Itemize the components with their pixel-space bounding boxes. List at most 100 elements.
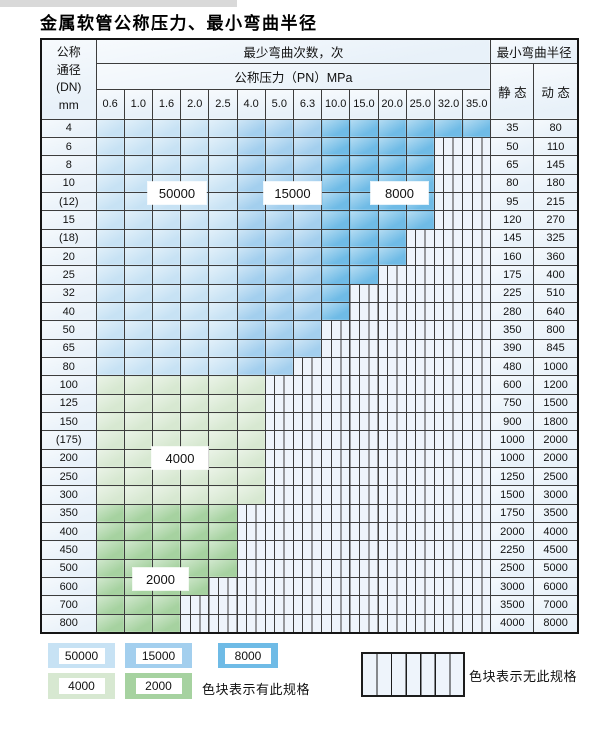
spec-available-cell xyxy=(321,228,351,248)
spec-unavailable-cell xyxy=(405,338,435,358)
spec-unavailable-cell xyxy=(405,613,435,634)
spec-available-cell xyxy=(321,173,351,193)
pressure-column-header: 25.0 xyxy=(405,88,435,120)
dn-cell: 300 xyxy=(40,485,97,505)
spec-available-cell xyxy=(349,136,379,157)
static-value-cell: 3500 xyxy=(490,595,535,615)
spec-unavailable-cell xyxy=(462,228,492,248)
spec-unavailable-cell xyxy=(433,320,464,340)
spec-available-cell xyxy=(236,467,266,487)
spec-available-cell xyxy=(236,338,266,358)
spec-unavailable-cell xyxy=(236,613,266,634)
spec-unavailable-cell xyxy=(405,375,435,395)
spec-available-cell xyxy=(123,522,153,542)
dn-cell: 15 xyxy=(40,210,97,230)
dynamic-value-cell: 5000 xyxy=(533,558,579,579)
spec-unavailable-cell xyxy=(405,503,435,524)
cycle-label-2000: 2000 xyxy=(133,568,188,590)
spec-unavailable-cell xyxy=(462,522,492,542)
dn-cell: 20 xyxy=(40,246,97,267)
table-row: 600 3000 6000 xyxy=(40,577,579,597)
dynamic-value-cell: 110 xyxy=(533,136,579,157)
dn-cell: 200 xyxy=(40,448,97,469)
cycle-label-4000: 4000 xyxy=(152,447,208,469)
spec-unavailable-cell xyxy=(377,265,407,285)
spec-unavailable-cell xyxy=(349,540,379,560)
spec-available-cell xyxy=(151,246,182,267)
dn-header-cell: 公称 通径 (DN) mm xyxy=(40,38,97,120)
spec-unavailable-cell xyxy=(377,577,407,597)
spec-available-cell xyxy=(208,136,238,157)
spec-unavailable-cell xyxy=(433,356,464,377)
table-row: 300 1500 3000 xyxy=(40,485,579,505)
spec-unavailable-cell xyxy=(405,540,435,560)
dn-cell: (12) xyxy=(40,191,97,212)
spec-available-cell xyxy=(151,320,182,340)
spec-unavailable-cell xyxy=(321,375,351,395)
dn-cell: (175) xyxy=(40,430,97,450)
spec-unavailable-cell xyxy=(462,356,492,377)
spec-unavailable-cell xyxy=(377,613,407,634)
spec-unavailable-cell xyxy=(433,265,464,285)
spec-available-cell xyxy=(208,228,238,248)
spec-unavailable-cell xyxy=(433,173,464,193)
spec-available-cell xyxy=(349,228,379,248)
spec-available-cell xyxy=(95,265,125,285)
legend-no-spec-text: 色块表示无此规格 xyxy=(469,669,578,684)
spec-available-cell xyxy=(377,155,407,175)
spec-unavailable-cell xyxy=(349,558,379,579)
spec-available-cell xyxy=(236,375,266,395)
spec-unavailable-cell xyxy=(292,393,323,414)
spec-unavailable-cell xyxy=(462,155,492,175)
spec-available-cell xyxy=(405,118,435,138)
spec-unavailable-cell xyxy=(292,411,323,432)
static-value-cell: 65 xyxy=(490,155,535,175)
spec-available-cell xyxy=(123,595,153,615)
spec-unavailable-cell xyxy=(321,393,351,414)
spec-unavailable-cell xyxy=(462,393,492,414)
spec-available-cell xyxy=(123,191,153,212)
spec-available-cell xyxy=(180,485,210,505)
pressure-column-header: 32.0 xyxy=(433,88,464,120)
spec-available-cell xyxy=(95,301,125,322)
spec-available-cell xyxy=(123,375,153,395)
spec-available-cell xyxy=(321,136,351,157)
spec-unavailable-cell xyxy=(462,320,492,340)
dn-cell: 350 xyxy=(40,503,97,524)
spec-unavailable-cell xyxy=(462,136,492,157)
legend-swatch-label: 15000 xyxy=(135,647,182,664)
spec-unavailable-cell xyxy=(292,375,323,395)
spec-unavailable-cell xyxy=(433,393,464,414)
spec-available-cell xyxy=(123,448,153,469)
spec-unavailable-cell xyxy=(349,393,379,414)
spec-unavailable-cell xyxy=(321,613,351,634)
spec-available-cell xyxy=(321,265,351,285)
spec-available-cell xyxy=(180,118,210,138)
spec-available-cell xyxy=(236,411,266,432)
spec-available-cell xyxy=(264,155,294,175)
spec-unavailable-cell xyxy=(433,191,464,212)
spec-available-cell xyxy=(236,448,266,469)
static-value-cell: 4000 xyxy=(490,613,535,634)
spec-unavailable-cell xyxy=(349,356,379,377)
spec-available-cell xyxy=(208,503,238,524)
spec-unavailable-cell xyxy=(433,430,464,450)
spec-unavailable-cell xyxy=(264,613,294,634)
table-row: 15 120 270 xyxy=(40,210,579,230)
static-value-cell: 1750 xyxy=(490,503,535,524)
dynamic-value-cell: 360 xyxy=(533,246,579,267)
table-row: 400 2000 4000 xyxy=(40,522,579,542)
spec-unavailable-cell xyxy=(433,577,464,597)
table-row: 500 2500 5000 xyxy=(40,558,579,579)
spec-unavailable-cell xyxy=(292,430,323,450)
pressure-column-header: 4.0 xyxy=(236,88,266,120)
spec-unavailable-cell xyxy=(321,448,351,469)
static-value-cell: 160 xyxy=(490,246,535,267)
static-value-cell: 1000 xyxy=(490,430,535,450)
spec-unavailable-cell xyxy=(292,540,323,560)
table-row: 25 175 400 xyxy=(40,265,579,285)
legend-swatch-label: 2000 xyxy=(135,678,182,694)
cycle-label-8000: 8000 xyxy=(371,182,428,204)
spec-available-cell xyxy=(123,485,153,505)
static-value-cell: 3000 xyxy=(490,577,535,597)
